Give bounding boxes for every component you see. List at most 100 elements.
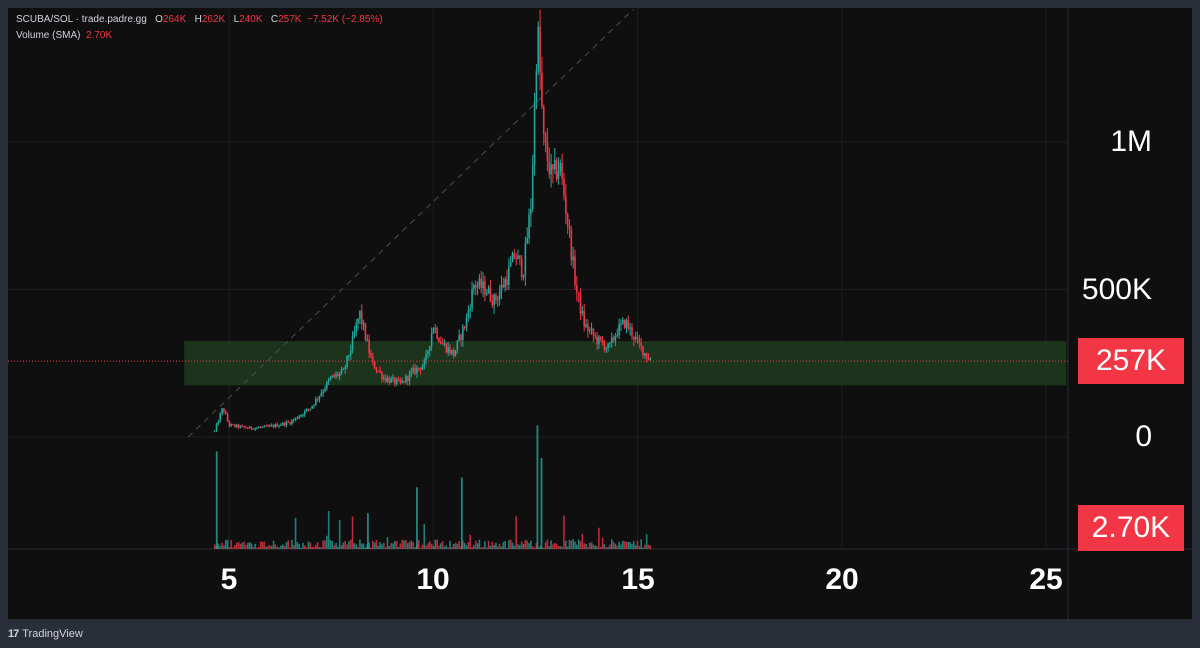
volume-bar <box>267 545 269 549</box>
symbol-label[interactable]: SCUBA/SOL · trade.padre.gg <box>16 14 147 25</box>
volume-bar <box>552 544 554 549</box>
volume-bar <box>224 540 227 549</box>
candle-body <box>594 335 597 337</box>
volume-bar <box>348 541 350 549</box>
candle-body <box>397 379 400 381</box>
volume-bar <box>449 540 451 549</box>
volume-bar <box>572 538 574 549</box>
volume-bar <box>467 542 470 549</box>
candle-body <box>258 427 260 429</box>
volume-bar <box>636 540 639 549</box>
candle-body <box>456 340 459 351</box>
volume-bar <box>384 547 387 549</box>
candle-body <box>473 284 475 290</box>
grid-lines <box>8 8 1192 619</box>
candle-body <box>427 351 429 354</box>
volume-bar <box>640 539 642 549</box>
candle-body <box>414 367 416 374</box>
volume-tag: 2.70K <box>1078 505 1184 551</box>
candle-body <box>447 347 449 353</box>
volume-bar <box>281 544 284 549</box>
candle-body <box>441 343 444 345</box>
chart-frame[interactable]: SCUBA/SOL · trade.padre.gg O264K H262K L… <box>8 8 1192 619</box>
candle-body <box>351 336 354 351</box>
volume-bar <box>596 546 598 549</box>
x-tick-label-15: 15 <box>621 563 655 596</box>
tradingview-footer[interactable]: 17 TradingView <box>8 624 83 644</box>
candle-body <box>520 258 523 278</box>
candle-body <box>502 284 505 288</box>
candle-body <box>364 323 367 340</box>
volume-spike <box>460 477 463 549</box>
volume-bar <box>302 542 304 549</box>
chart-canvas[interactable] <box>8 8 1192 619</box>
volume-bar <box>500 546 503 549</box>
volume-bar <box>546 539 549 549</box>
candle-body <box>489 287 492 301</box>
candle-body <box>590 328 593 330</box>
candle-body <box>577 292 580 294</box>
candle-body <box>340 369 343 374</box>
volume-bar <box>462 540 464 549</box>
candle-body <box>474 284 477 288</box>
candle-body <box>245 427 247 429</box>
volume-bar <box>272 540 275 549</box>
volume-bar <box>351 516 354 549</box>
candle-body <box>305 409 308 411</box>
volume-bar <box>495 542 497 549</box>
volume-bar <box>278 547 280 549</box>
volume-bar <box>489 545 492 549</box>
candle-body <box>349 350 352 356</box>
volume-layer <box>213 425 652 549</box>
candle-body <box>443 343 446 345</box>
candle-body <box>599 336 602 340</box>
candle-body <box>568 225 571 230</box>
volume-bar <box>276 546 279 549</box>
volume-bar <box>443 546 446 549</box>
volume-bar <box>307 541 310 549</box>
x-tick-label-20: 20 <box>825 563 859 596</box>
candle-body <box>259 427 262 429</box>
candle-body <box>596 336 598 344</box>
candle-body <box>235 424 238 427</box>
volume-bar <box>524 539 527 549</box>
volume-bar <box>598 527 600 549</box>
candle-body <box>555 159 558 180</box>
volume-bar <box>445 545 448 549</box>
volume-bar <box>417 539 420 549</box>
volume-bar <box>629 542 631 549</box>
volume-bar <box>621 540 624 549</box>
volume-bar <box>583 543 585 549</box>
volume-bar <box>520 541 523 549</box>
x-tick-label-10: 10 <box>416 563 450 596</box>
volume-bar <box>594 545 597 549</box>
candle-body <box>353 332 356 337</box>
volume-bar <box>456 543 459 549</box>
candle-body <box>519 255 521 259</box>
candle-body <box>618 323 620 336</box>
candle-body <box>633 336 635 340</box>
volume-bar <box>485 547 488 549</box>
candle-body <box>281 422 284 425</box>
volume-bar <box>465 545 468 549</box>
volume-bar <box>533 547 536 549</box>
candle-body <box>342 368 345 370</box>
candle-body <box>368 339 370 354</box>
volume-bar <box>243 541 245 549</box>
volume-bar <box>427 543 429 549</box>
volume-bar <box>519 545 521 549</box>
volume-bar <box>480 547 483 549</box>
volume-bar <box>344 540 347 549</box>
trendline <box>187 8 634 438</box>
candle-body <box>324 388 326 392</box>
volume-bar <box>491 541 494 549</box>
volume-bar <box>289 547 291 549</box>
volume-bar <box>265 546 267 549</box>
ohlc-legend: SCUBA/SOL · trade.padre.gg O264K H262K L… <box>16 14 383 26</box>
volume-bar <box>234 545 236 549</box>
candle-body <box>395 379 398 384</box>
volume-bar <box>609 544 611 549</box>
candle-body <box>566 213 569 226</box>
volume-spike <box>536 425 539 549</box>
volume-label[interactable]: Volume (SMA) <box>16 30 81 41</box>
